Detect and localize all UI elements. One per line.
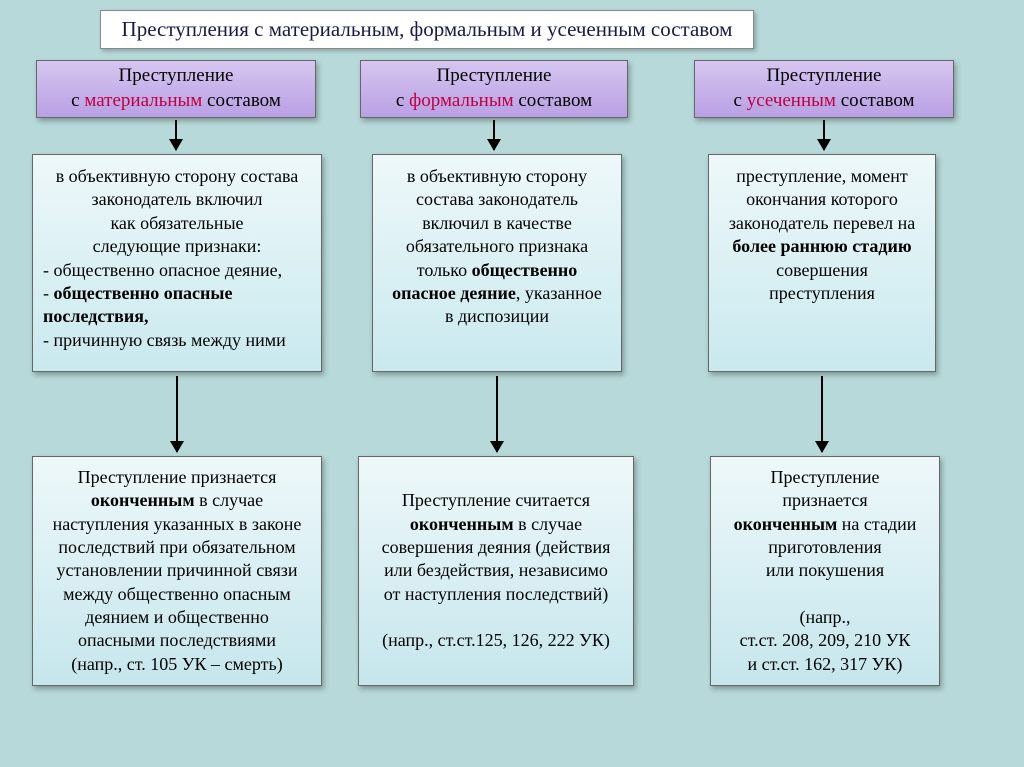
- column-desc-2: преступление, моментокончания которогоза…: [708, 154, 936, 372]
- header-highlight: формальным: [409, 90, 514, 111]
- column-desc-0: в объективную сторону составазаконодател…: [32, 154, 322, 372]
- result-text: Преступление считаетсяоконченным в случа…: [382, 489, 611, 653]
- column-result-0: Преступление признаетсяоконченным в случ…: [32, 456, 322, 686]
- header-line1: Преступление: [767, 64, 882, 89]
- result-text: Преступление признаетсяоконченным в случ…: [53, 466, 302, 677]
- column-header-2: Преступлениес усеченным составом: [694, 60, 954, 118]
- header-line1: Преступление: [437, 64, 552, 89]
- column-header-0: Преступлениес материальным составом: [36, 60, 316, 118]
- header-highlight: материальным: [84, 90, 202, 111]
- desc-text: в объективную сторонусостава законодател…: [392, 165, 602, 329]
- result-text: Преступлениепризнаетсяоконченным на стад…: [734, 466, 917, 677]
- arrow-header-to-desc-0: [175, 120, 177, 150]
- arrow-desc-to-result-0: [176, 376, 178, 452]
- header-highlight: усеченным: [747, 90, 836, 111]
- title-text: Преступления с материальным, формальным …: [122, 17, 733, 41]
- header-line1: Преступление: [119, 64, 234, 89]
- header-line2: с формальным составом: [396, 89, 592, 114]
- desc-text: в объективную сторону составазаконодател…: [43, 165, 311, 352]
- arrow-desc-to-result-2: [821, 376, 823, 452]
- arrow-desc-to-result-1: [496, 376, 498, 452]
- header-line2: с усеченным составом: [734, 89, 915, 114]
- column-desc-1: в объективную сторонусостава законодател…: [372, 154, 622, 372]
- column-header-1: Преступлениес формальным составом: [360, 60, 628, 118]
- main-title: Преступления с материальным, формальным …: [100, 10, 754, 49]
- column-result-1: Преступление считаетсяоконченным в случа…: [358, 456, 634, 686]
- desc-text: преступление, моментокончания которогоза…: [729, 165, 915, 305]
- arrow-header-to-desc-2: [823, 120, 825, 150]
- header-line2: с материальным составом: [71, 89, 281, 114]
- arrow-header-to-desc-1: [493, 120, 495, 150]
- column-result-2: Преступлениепризнаетсяоконченным на стад…: [710, 456, 940, 686]
